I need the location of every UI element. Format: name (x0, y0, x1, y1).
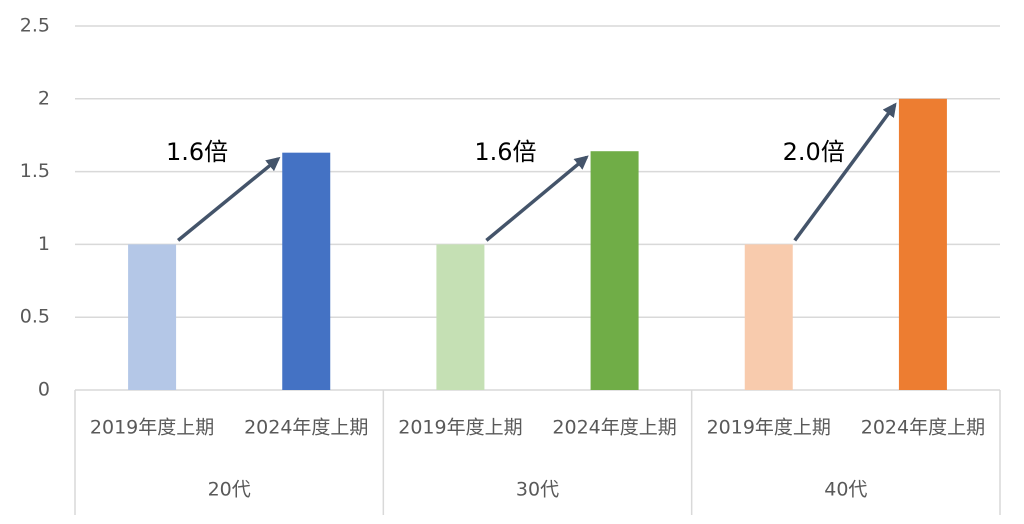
x-tick-label: 2024年度上期 (244, 417, 368, 439)
bar (128, 244, 177, 390)
y-tick-label: 0.5 (20, 306, 50, 328)
annotation: 1.6倍 (474, 138, 536, 166)
bar (436, 244, 485, 390)
y-tick-label: 1.5 (20, 160, 50, 182)
x-tick-label: 2019年度上期 (707, 417, 831, 439)
arrow (176, 156, 281, 242)
y-tick-label: 1 (38, 233, 50, 255)
bar (744, 244, 793, 390)
y-tick-label: 0 (38, 379, 50, 401)
group-label: 20代 (208, 479, 251, 501)
bar (898, 98, 947, 391)
bar (282, 152, 331, 390)
group-label: 40代 (824, 479, 867, 501)
arrow (793, 102, 897, 242)
annotation: 1.6倍 (166, 138, 228, 166)
bar (590, 151, 639, 390)
x-tick-label: 2019年度上期 (90, 417, 214, 439)
arrow (485, 155, 589, 242)
y-tick-label: 2 (38, 87, 50, 109)
annotation: 2.0倍 (783, 138, 845, 166)
x-tick-label: 2024年度上期 (861, 417, 985, 439)
y-tick-label: 2.5 (20, 15, 50, 37)
x-tick-label: 2019年度上期 (398, 417, 522, 439)
group-label: 30代 (516, 479, 559, 501)
x-tick-label: 2024年度上期 (552, 417, 676, 439)
